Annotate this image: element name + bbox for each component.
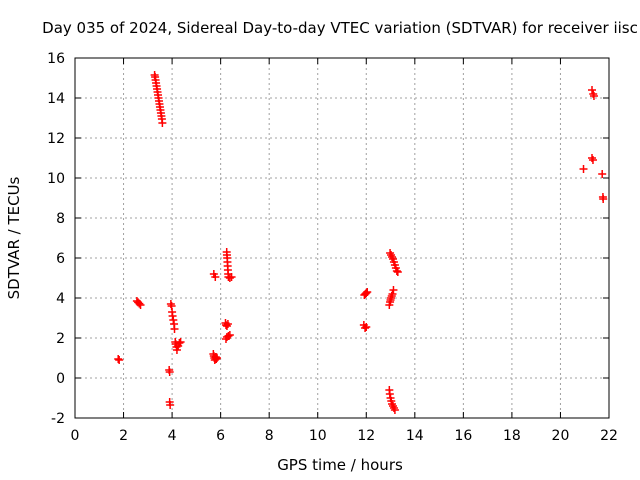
y-axis-label: SDTVAR / TECUs bbox=[5, 176, 23, 299]
data-points bbox=[114, 71, 608, 414]
data-point bbox=[362, 323, 371, 331]
data-point bbox=[227, 273, 236, 281]
data-point bbox=[361, 290, 370, 298]
data-point bbox=[172, 346, 181, 354]
plot-frame bbox=[74, 57, 610, 419]
data-point bbox=[390, 406, 399, 414]
data-point bbox=[114, 355, 123, 363]
y-tick-label: 2 bbox=[56, 331, 65, 347]
x-axis-label: GPS time / hours bbox=[277, 456, 403, 474]
y-tick-label: 14 bbox=[47, 91, 65, 107]
data-point bbox=[170, 325, 179, 333]
data-point bbox=[224, 332, 233, 340]
x-tick-label: 12 bbox=[357, 428, 375, 444]
y-tick-label: 4 bbox=[56, 291, 65, 307]
chart-title: Day 035 of 2024, Sidereal Day-to-day VTE… bbox=[42, 19, 638, 37]
data-point bbox=[579, 165, 588, 173]
data-point bbox=[166, 401, 175, 409]
data-point bbox=[588, 156, 597, 164]
x-tick-label: 2 bbox=[119, 428, 128, 444]
x-tick-label: 16 bbox=[454, 428, 472, 444]
data-point bbox=[211, 273, 220, 281]
data-point bbox=[599, 195, 608, 203]
data-point bbox=[589, 92, 598, 100]
data-point bbox=[176, 338, 185, 346]
data-point bbox=[388, 290, 397, 298]
data-point bbox=[175, 339, 184, 347]
data-point bbox=[165, 368, 174, 376]
data-point bbox=[598, 170, 607, 178]
y-tick-label: 8 bbox=[56, 211, 65, 227]
data-point bbox=[588, 154, 597, 162]
data-point bbox=[388, 402, 397, 410]
x-tick-label: 14 bbox=[406, 428, 424, 444]
data-point bbox=[392, 267, 401, 275]
data-point bbox=[223, 320, 232, 328]
data-point bbox=[135, 299, 144, 308]
data-point bbox=[115, 356, 124, 364]
data-point bbox=[221, 321, 230, 329]
data-point bbox=[225, 274, 234, 282]
y-tick-label: 16 bbox=[47, 51, 65, 67]
data-point bbox=[388, 253, 397, 261]
x-tick-label: 8 bbox=[265, 428, 274, 444]
x-tick-label: 6 bbox=[216, 428, 225, 444]
data-point bbox=[363, 288, 372, 296]
data-point bbox=[389, 286, 398, 294]
data-point bbox=[393, 268, 402, 276]
data-point bbox=[212, 354, 221, 362]
x-tick-label: 4 bbox=[168, 428, 177, 444]
data-point bbox=[136, 301, 145, 309]
data-point bbox=[361, 324, 370, 332]
x-tick-label: 22 bbox=[600, 428, 618, 444]
x-tick-label: 18 bbox=[503, 428, 521, 444]
x-tick-label: 0 bbox=[71, 428, 80, 444]
y-tick-label: 12 bbox=[47, 131, 65, 147]
data-point bbox=[389, 404, 398, 412]
data-point bbox=[158, 119, 167, 127]
data-point bbox=[362, 289, 371, 297]
gridlines bbox=[75, 58, 609, 418]
data-point bbox=[387, 251, 396, 259]
x-tick-label: 10 bbox=[309, 428, 327, 444]
data-point bbox=[588, 86, 597, 94]
data-point bbox=[225, 331, 234, 339]
y-tick-label: 10 bbox=[47, 171, 65, 187]
y-tick-label: 0 bbox=[56, 371, 65, 387]
y-tick-label: 6 bbox=[56, 251, 65, 267]
axis-ticks: 0 2 4 6 8 10 12 14 16 18 20 22 -2 0 2 4 6 8 10 12 14 16 bbox=[47, 51, 618, 444]
y-tick-label: -2 bbox=[51, 411, 65, 427]
x-tick-label: 20 bbox=[552, 428, 570, 444]
